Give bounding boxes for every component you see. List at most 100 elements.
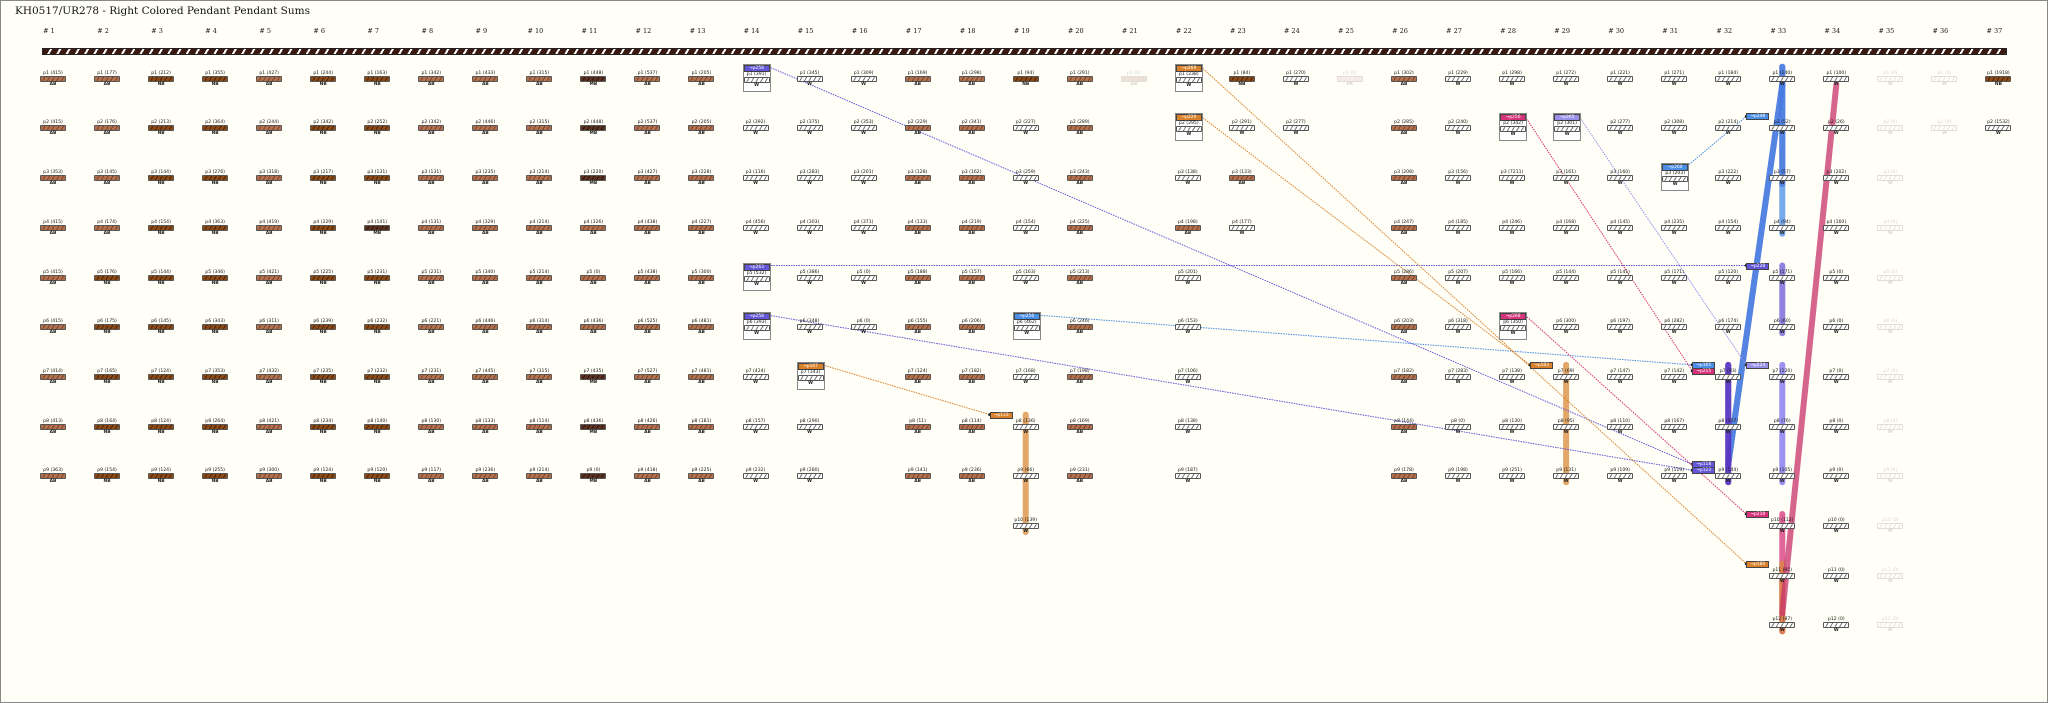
pendant[interactable]: p5 (231) AB [418,270,445,287]
pendant[interactable]: →p260 p3 (203) W [1661,163,1690,192]
pendant[interactable]: p3 (161) W [1553,170,1580,187]
pendant[interactable]: p6 (300) W [1553,319,1580,336]
pendant[interactable]: p5 (213) AB [1066,270,1093,287]
pendant[interactable]: p3 (427) AB [634,170,661,187]
pendant[interactable]: p9 (131) W [1553,468,1580,485]
pendant[interactable]: p2 (392) W [742,120,769,137]
pendant[interactable]: p8 (138) W [1174,419,1201,436]
pendant[interactable]: p7 (69) W [1553,369,1580,386]
pendant[interactable]: p1 (302) AB [1391,71,1417,88]
pendant[interactable]: p7 (124) NB [148,369,175,386]
pendant[interactable]: p3 (131) AB [418,170,445,187]
pendant[interactable]: p9 (236) AB [472,468,499,485]
pendant[interactable]: →p258 p6 (393) W [742,312,771,341]
pendant[interactable]: →p269 p1 (238) W [1174,63,1203,92]
pendant[interactable]: p5 (201) W [1174,270,1201,287]
pendant[interactable]: p6 (239) NB [310,319,337,336]
pendant[interactable]: p10 (139) W [1012,518,1039,535]
pendant[interactable]: p7 (124) AB [904,369,931,386]
pendant[interactable]: p1 (415) AB [40,71,66,88]
pendant[interactable]: p6 (145) NB [148,319,175,336]
pendant[interactable]: p4 (229) NB [310,220,337,237]
pendant[interactable]: p2 (341) AB [958,120,985,137]
pendant[interactable]: p2 (446) AB [472,120,499,137]
pendant[interactable]: p8 (136) W [1012,419,1039,436]
pendant[interactable]: p3 (208) AB [1391,170,1417,187]
pendant[interactable]: p7 (138) W [1499,369,1526,386]
pendant[interactable]: p2 (308) W [1661,120,1688,137]
pendant[interactable]: p1 (177) AB [94,71,121,88]
pendant[interactable]: p2 (285) AB [1391,120,1417,137]
pendant[interactable]: →p265 p2 (301) W [1553,113,1582,142]
pendant[interactable]: →p229 p2 (295) W [1174,113,1203,142]
pendant[interactable]: p1 (84) NB [1228,71,1255,88]
pendant[interactable]: p6 (525) AB [634,319,661,336]
pendant[interactable]: p9 (105) W [1769,468,1796,485]
pendant[interactable]: p7 (165) NB [94,369,121,386]
pendant[interactable]: p3 (217) NB [310,170,337,187]
pendant[interactable]: p8 (95) W [1553,419,1580,436]
pendant[interactable]: p2 (537) AB [634,120,661,137]
pendant[interactable]: p6 (175) NB [94,319,121,336]
pendant[interactable]: p6 (311) AB [256,319,283,336]
pendant[interactable]: p3 (353) AB [40,170,66,187]
pendant[interactable]: p3 (160) W [1607,170,1634,187]
pendant[interactable]: p8 (169) AB [1066,419,1093,436]
pendant[interactable]: p2 (0) W [1931,120,1958,137]
pendant[interactable]: p5 (231) NB [364,270,391,287]
pendant[interactable]: p5 (0) AB [580,270,607,287]
pendant[interactable]: p5 (346) NB [202,270,229,287]
pendant[interactable]: p3 (202) W [1823,170,1850,187]
pendant[interactable]: p8 (107) W [1715,419,1742,436]
pendant[interactable]: p7 (527) AB [634,369,661,386]
pendant[interactable]: p9 (141) AB [904,468,931,485]
pendant[interactable]: p1 (0) AB [1120,71,1147,88]
pendant[interactable]: p2 (342) AB [418,120,445,137]
pendant[interactable]: p9 (119) W [1661,468,1688,485]
pendant[interactable]: p3 (214) AB [526,170,553,187]
pendant[interactable]: p3 (222) W [1715,170,1742,187]
pendant[interactable]: p11 (0) W [1877,568,1904,585]
pendant[interactable]: p8 (0) W [1823,419,1850,436]
pendant[interactable]: p6 (155) AB [904,319,931,336]
pendant[interactable]: p9 (0) W [1877,468,1904,485]
pendant[interactable]: p6 (314) AB [526,319,553,336]
pendant[interactable]: p9 (214) AB [526,468,553,485]
pendant[interactable]: p9 (251) W [1499,468,1526,485]
pendant[interactable]: p5 (0) W [850,270,877,287]
pendant[interactable]: p9 (154) NB [94,468,121,485]
pendant[interactable]: p3 (131) NB [364,170,391,187]
pendant[interactable]: p2 (315) AB [526,120,553,137]
pendant[interactable]: p3 (220) MB [580,170,607,187]
pendant[interactable]: p12 (87) W [1769,617,1796,634]
pendant[interactable]: p9 (418) AB [634,468,661,485]
pendant[interactable]: p8 (130) AB [418,419,445,436]
pendant[interactable]: p10 (0) W [1823,518,1850,535]
pendant[interactable]: p12 (0) W [1823,617,1850,634]
pendant[interactable]: p5 (300) AB [688,270,715,287]
pendant[interactable]: p4 (154) W [1012,220,1039,237]
pendant[interactable]: p8 (144) AB [1391,419,1417,436]
pendant[interactable]: p7 (445) AB [472,369,499,386]
pendant[interactable]: p9 (144) W [1715,468,1742,485]
pendant[interactable]: p8 (133) AB [472,419,499,436]
pendant[interactable]: p4 (131) AB [418,220,445,237]
pendant[interactable]: p5 (0) W [1877,270,1904,287]
pendant[interactable]: p8 (436) MB [580,419,607,436]
pendant[interactable]: p5 (120) W [1715,270,1742,287]
pendant[interactable]: p2 (229) AB [904,120,931,137]
pendant[interactable]: p4 (198) AB [1174,220,1201,237]
pendant[interactable]: p6 (197) W [1607,319,1634,336]
pendant[interactable]: p6 (221) AB [418,319,445,336]
pendant[interactable]: p5 (438) AB [634,270,661,287]
pendant[interactable]: p9 (0) W [1823,468,1850,485]
pendant[interactable]: p7 (198) AB [1066,369,1093,386]
pendant[interactable]: p4 (0) W [1877,220,1904,237]
pendant[interactable]: p6 (282) W [1661,319,1688,336]
pendant[interactable]: p1 (244) NB [310,71,337,88]
pendant[interactable]: p6 (415) AB [40,319,66,336]
pendant[interactable]: p4 (456) W [742,220,769,237]
pendant[interactable]: p8 (140) NB [364,419,391,436]
pendant[interactable]: p3 (138) W [1174,170,1201,187]
pendant[interactable]: p8 (114) AB [958,419,985,436]
